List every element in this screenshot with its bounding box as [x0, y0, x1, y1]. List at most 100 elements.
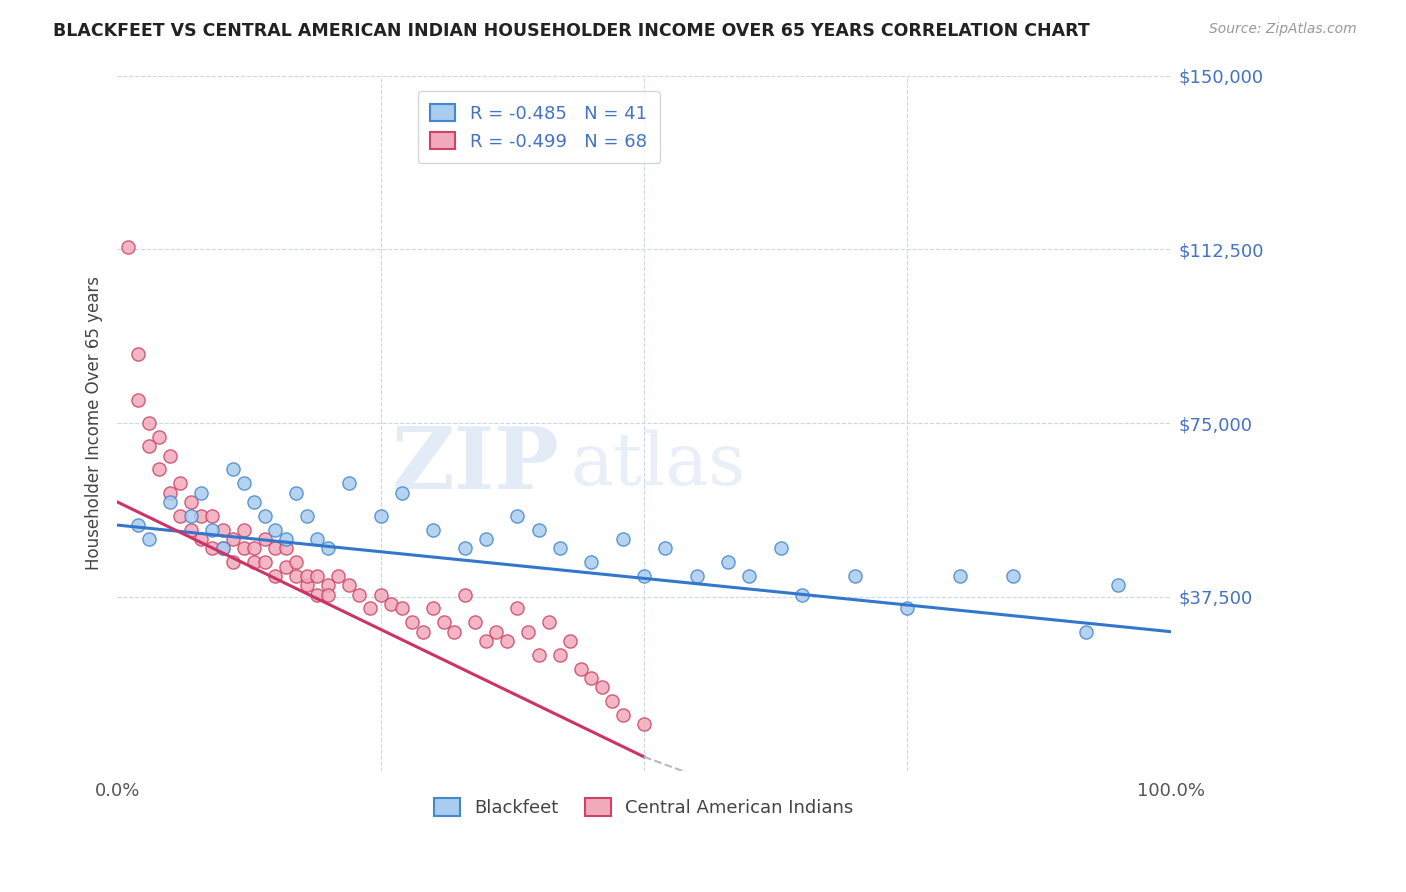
Point [295, 578, 318, 592]
Point [391, 485, 413, 500]
Point [138, 532, 160, 546]
Point [264, 523, 287, 537]
Point [527, 523, 550, 537]
Point [211, 541, 233, 556]
Point [264, 569, 287, 583]
Point [454, 588, 477, 602]
Point [316, 578, 339, 592]
Point [581, 555, 603, 569]
Point [232, 476, 254, 491]
Point [285, 569, 308, 583]
Point [370, 588, 392, 602]
Point [274, 559, 297, 574]
Point [790, 588, 813, 602]
Point [201, 508, 224, 523]
Point [433, 615, 456, 630]
Y-axis label: Householder Income Over 65 years: Householder Income Over 65 years [86, 277, 103, 570]
Point [264, 541, 287, 556]
Point [148, 430, 170, 444]
Point [159, 485, 181, 500]
Point [949, 569, 972, 583]
Point [127, 518, 149, 533]
Point [337, 476, 360, 491]
Point [232, 523, 254, 537]
Point [295, 508, 318, 523]
Point [844, 569, 866, 583]
Point [380, 597, 402, 611]
Point [337, 578, 360, 592]
Point [443, 624, 465, 639]
Point [1001, 569, 1024, 583]
Point [127, 392, 149, 407]
Point [328, 569, 350, 583]
Point [475, 532, 498, 546]
Point [538, 615, 561, 630]
Point [612, 532, 634, 546]
Point [307, 588, 329, 602]
Point [1076, 624, 1098, 639]
Point [738, 569, 761, 583]
Point [464, 615, 486, 630]
Point [180, 523, 202, 537]
Point [232, 541, 254, 556]
Point [422, 601, 444, 615]
Point [243, 555, 266, 569]
Point [475, 634, 498, 648]
Point [307, 569, 329, 583]
Point [138, 416, 160, 430]
Point [1107, 578, 1129, 592]
Point [169, 508, 191, 523]
Point [222, 555, 245, 569]
Legend: Blackfeet, Central American Indians: Blackfeet, Central American Indians [427, 791, 860, 824]
Point [253, 508, 276, 523]
Point [685, 569, 707, 583]
Point [769, 541, 792, 556]
Point [190, 485, 212, 500]
Point [295, 569, 318, 583]
Point [506, 601, 529, 615]
Point [316, 588, 339, 602]
Point [190, 508, 212, 523]
Point [391, 601, 413, 615]
Point [569, 662, 592, 676]
Point [243, 495, 266, 509]
Point [591, 680, 613, 694]
Point [548, 541, 571, 556]
Point [211, 541, 233, 556]
Point [285, 555, 308, 569]
Point [412, 624, 434, 639]
Point [274, 532, 297, 546]
Point [349, 588, 371, 602]
Point [633, 717, 655, 731]
Point [717, 555, 740, 569]
Point [527, 648, 550, 662]
Text: ZIP: ZIP [392, 423, 560, 507]
Text: BLACKFEET VS CENTRAL AMERICAN INDIAN HOUSEHOLDER INCOME OVER 65 YEARS CORRELATIO: BLACKFEET VS CENTRAL AMERICAN INDIAN HOU… [53, 22, 1090, 40]
Point [201, 541, 224, 556]
Point [253, 532, 276, 546]
Point [222, 462, 245, 476]
Point [169, 476, 191, 491]
Point [485, 624, 508, 639]
Point [180, 508, 202, 523]
Point [896, 601, 918, 615]
Point [253, 555, 276, 569]
Point [274, 541, 297, 556]
Point [138, 439, 160, 453]
Point [517, 624, 540, 639]
Point [117, 240, 139, 254]
Point [370, 508, 392, 523]
Point [654, 541, 676, 556]
Text: atlas: atlas [571, 430, 745, 500]
Point [581, 671, 603, 685]
Point [401, 615, 423, 630]
Point [180, 495, 202, 509]
Point [211, 523, 233, 537]
Point [127, 346, 149, 360]
Point [359, 601, 381, 615]
Text: Source: ZipAtlas.com: Source: ZipAtlas.com [1209, 22, 1357, 37]
Point [159, 495, 181, 509]
Point [222, 532, 245, 546]
Point [148, 462, 170, 476]
Point [201, 523, 224, 537]
